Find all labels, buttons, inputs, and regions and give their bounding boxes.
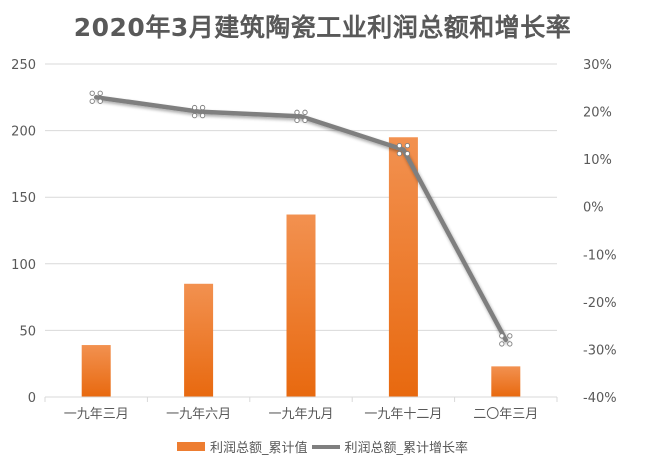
left-axis-tick-label: 50 xyxy=(19,324,36,339)
legend-bar-label: 利润总额_累计值 xyxy=(209,441,308,456)
right-axis-tick-label: 10% xyxy=(583,153,612,168)
x-axis-tick-label: 一九年十二月 xyxy=(364,407,442,422)
right-axis-tick-label: -40% xyxy=(583,391,617,406)
left-axis-tick-label: 100 xyxy=(11,258,36,273)
line-swatch-icon xyxy=(311,444,340,449)
bar-swatch-icon xyxy=(176,442,205,451)
x-axis-tick-label: 一九年六月 xyxy=(166,407,231,422)
bar[interactable] xyxy=(184,283,214,397)
left-axis-tick-label: 150 xyxy=(11,191,36,206)
right-axis-tick-label: 30% xyxy=(583,58,612,73)
line-series xyxy=(89,90,513,347)
data-point-handle-icon[interactable] xyxy=(191,104,206,119)
data-point-handle-icon[interactable] xyxy=(89,90,103,104)
x-axis: 一九年三月 一九年六月 一九年九月 一九年十二月 二〇年三月 xyxy=(44,396,558,422)
right-axis: -40% -30% -20% -10% 0% 10% 20% 30% xyxy=(583,58,617,406)
bar[interactable] xyxy=(286,214,316,397)
x-axis-tick-label: 二〇年三月 xyxy=(473,407,538,422)
data-point-handle-icon[interactable] xyxy=(499,333,513,347)
right-axis-tick-label: 20% xyxy=(583,106,612,121)
x-axis-tick-label: 一九年九月 xyxy=(268,407,333,422)
legend: 利润总额_累计值 利润总额_累计增长率 xyxy=(0,437,645,456)
right-axis-tick-label: -30% xyxy=(583,343,617,358)
legend-item-bar[interactable]: 利润总额_累计值 xyxy=(176,437,308,456)
right-axis-tick-label: -10% xyxy=(583,248,617,263)
bar[interactable] xyxy=(388,137,418,397)
chart-title: 2020年3月建筑陶瓷工业利润总额和增长率 xyxy=(73,13,572,42)
growth-line[interactable] xyxy=(93,95,509,343)
left-axis-tick-label: 200 xyxy=(11,125,36,140)
right-axis-tick-label: -20% xyxy=(583,296,617,311)
bar-series xyxy=(81,137,521,397)
bar[interactable] xyxy=(81,345,111,397)
left-axis-tick-label: 0 xyxy=(28,391,36,406)
right-axis-tick-label: 0% xyxy=(583,201,604,216)
left-axis: 0 50 100 150 200 250 xyxy=(11,58,36,406)
left-axis-tick-label: 250 xyxy=(11,58,36,73)
legend-item-line[interactable]: 利润总额_累计增长率 xyxy=(311,437,469,456)
data-point-handle-icon[interactable] xyxy=(294,109,308,123)
x-axis-tick-label: 一九年三月 xyxy=(64,407,129,422)
legend-line-label: 利润总额_累计增长率 xyxy=(344,441,469,456)
bar[interactable] xyxy=(491,366,521,397)
data-point-handle-icon[interactable] xyxy=(396,142,411,157)
